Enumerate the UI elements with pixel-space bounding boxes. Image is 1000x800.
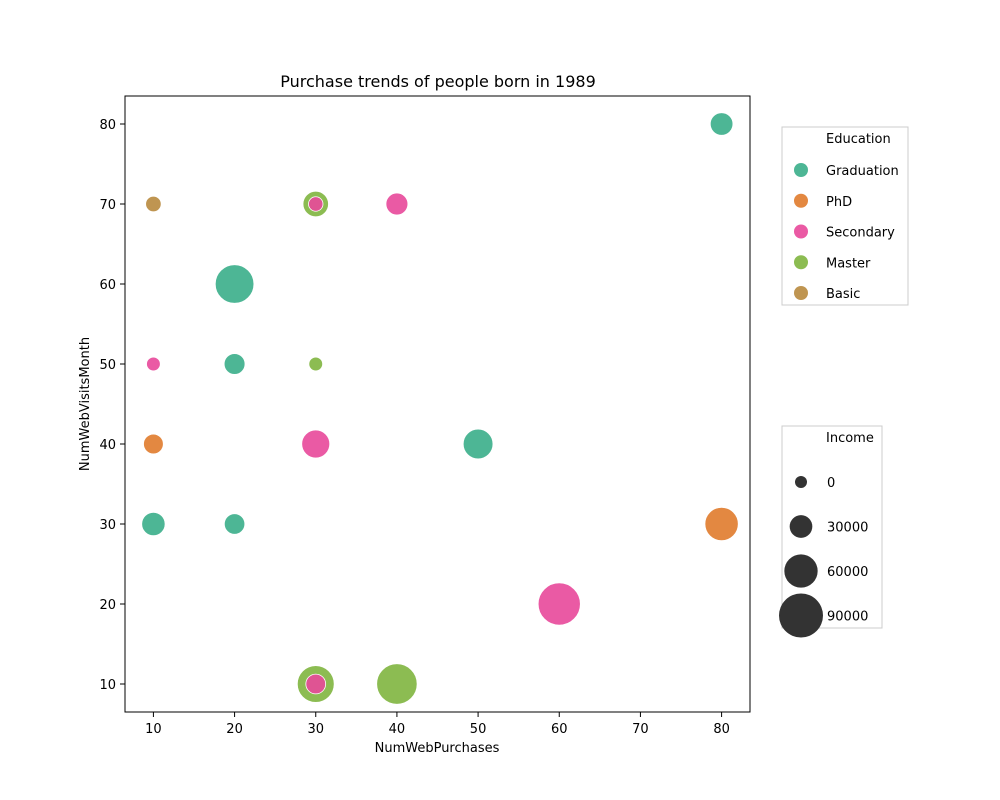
data-point-graduation	[223, 513, 246, 535]
chart-title: Purchase trends of people born in 1989	[280, 72, 596, 91]
data-point-graduation	[709, 112, 734, 136]
y-tick-label: 40	[99, 438, 116, 453]
y-axis-ticks: 10 20 30 40 50 60 70 80	[99, 118, 125, 693]
data-point-secondary	[146, 356, 161, 372]
legend-label-basic: Basic	[826, 287, 860, 302]
x-tick-label: 60	[551, 722, 568, 737]
legend-marker-master	[794, 255, 808, 270]
income-legend-marker	[795, 476, 807, 488]
x-tick-label: 40	[389, 722, 406, 737]
data-point-basic	[145, 195, 162, 213]
data-point-master	[308, 356, 324, 372]
data-point-secondary	[537, 582, 581, 626]
data-point-phd	[704, 506, 739, 542]
data-point-secondary	[305, 673, 327, 695]
income-legend-marker	[779, 593, 823, 638]
income-legend-marker	[784, 554, 818, 588]
y-tick-label: 20	[99, 598, 116, 613]
legend-label-phd: PhD	[826, 195, 852, 210]
income-legend-marker	[789, 515, 813, 538]
data-point-secondary	[385, 192, 409, 216]
data-point-graduation	[223, 353, 246, 375]
data-point-graduation	[462, 428, 494, 460]
x-tick-label: 70	[632, 722, 649, 737]
x-tick-label: 80	[713, 722, 730, 737]
data-point-secondary	[301, 429, 331, 459]
points-layer	[141, 112, 739, 705]
x-tick-label: 20	[226, 722, 243, 737]
income-legend: Income 0 30000 60000 90000	[779, 425, 883, 638]
data-point-graduation	[141, 511, 166, 537]
education-legend: Education Graduation PhD Secondary Master Ba…	[781, 126, 909, 306]
education-legend-frame	[781, 126, 909, 306]
data-point-secondary	[308, 196, 324, 212]
legend-marker-secondary	[794, 224, 808, 239]
legend-label-graduation: Graduation	[826, 164, 899, 179]
education-legend-title: Education	[826, 132, 891, 147]
y-tick-label: 70	[99, 198, 116, 213]
x-tick-label: 50	[470, 722, 487, 737]
income-legend-title: Income	[826, 431, 874, 446]
legend-marker-graduation	[794, 163, 808, 177]
x-tick-label: 10	[145, 722, 162, 737]
y-tick-label: 60	[99, 278, 116, 293]
data-point-master	[376, 663, 418, 705]
data-point-graduation	[214, 264, 255, 304]
y-tick-label: 80	[99, 118, 116, 133]
x-axis-label: NumWebPurchases	[375, 741, 500, 756]
legend-label-secondary: Secondary	[826, 226, 895, 241]
y-tick-label: 30	[99, 518, 116, 533]
legend-marker-phd	[794, 193, 808, 208]
income-legend-label: 60000	[827, 565, 868, 580]
y-axis-label: NumWebVisitsMonth	[78, 337, 93, 471]
x-tick-label: 30	[307, 722, 324, 737]
plot-frame	[124, 95, 751, 713]
legend-label-master: Master	[826, 256, 871, 271]
income-legend-label: 0	[827, 476, 835, 491]
income-legend-label: 90000	[827, 610, 868, 625]
y-tick-label: 50	[99, 358, 116, 373]
income-legend-label: 30000	[827, 521, 868, 536]
x-axis-ticks: 10 20 30 40 50 60 70 80	[145, 712, 730, 737]
y-tick-label: 10	[99, 678, 116, 693]
data-point-phd	[143, 433, 164, 455]
legend-marker-basic	[794, 286, 808, 300]
